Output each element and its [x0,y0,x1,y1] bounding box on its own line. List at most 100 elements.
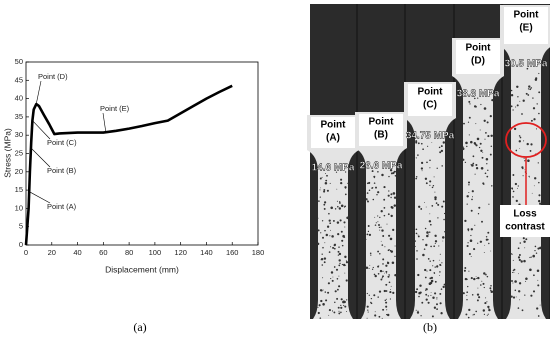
note-label: Loss [513,209,537,220]
x-tick-label: 20 [48,248,56,257]
speckle [333,243,337,246]
note-box [500,205,550,237]
speckle [514,280,517,283]
speckle [466,203,468,205]
speckle [317,306,319,308]
speckle [420,142,423,145]
speckle [369,252,372,255]
speckle [488,308,490,310]
speckle [475,277,477,279]
speckle [486,175,489,178]
speckle [485,132,487,134]
speckle [475,123,477,125]
speckle [371,187,374,189]
speckle [383,207,386,209]
speckle [374,274,377,278]
speckle [338,264,341,267]
speckle [438,245,440,247]
speckle [384,246,386,248]
speckle [317,217,319,219]
speckle [318,304,321,307]
speckle [521,309,524,312]
speckle [434,191,436,193]
speckle [346,299,348,301]
speckle [437,217,439,219]
speckle [345,261,349,264]
speckle [468,192,470,193]
speckle [389,275,391,276]
speckle [463,122,465,125]
speckle [417,234,419,236]
speckle [467,181,471,184]
speckle [479,142,482,145]
speckle [326,189,329,192]
speckle [370,254,372,256]
speckle [319,289,323,292]
speckle [344,305,347,308]
speckle [468,184,470,186]
speckle [392,172,395,175]
speckle [385,301,388,304]
speckle [381,229,384,232]
speckle [528,175,530,178]
speckle [429,277,432,280]
speckle [439,263,442,266]
speckle [431,315,434,318]
speckle [418,205,421,208]
speckle [432,259,435,262]
speckle [377,265,380,268]
speckle [484,138,486,140]
speckle [337,250,340,253]
speckle [435,235,437,237]
speckle [443,218,445,221]
speckle [385,270,388,273]
speckle [343,236,346,239]
speckle [511,188,514,190]
speckle [319,317,322,319]
speckle [390,288,392,290]
label-box [456,40,500,74]
speckle [524,247,526,249]
speckle [333,247,336,250]
speckle [338,259,341,262]
speckle [433,306,437,309]
speckle [378,315,381,318]
speckle [437,203,440,206]
speckle [379,253,381,255]
speckle [429,180,432,183]
speckle [319,177,322,180]
speckle [330,246,332,248]
speckle [332,276,334,278]
speckle [470,256,472,257]
speckle [517,96,519,98]
point-label: Point [321,120,347,131]
speckle [473,313,475,316]
speckle [471,196,474,198]
speckle [427,295,430,297]
x-tick-label: 140 [200,248,213,257]
speckle [325,299,328,302]
speckle [478,296,481,299]
speckle [510,295,513,298]
speckle [422,239,424,241]
speckle [467,285,469,288]
speckle [536,307,539,310]
speckle [518,282,522,285]
speckle [488,242,490,245]
speckle [390,196,392,199]
speckle [434,292,437,295]
speckle [485,297,487,299]
speckle [324,173,326,174]
speckle [483,272,486,275]
speckle [388,274,390,276]
speckle [530,294,533,297]
speckle [374,216,376,218]
speckle [463,146,464,148]
speckle [344,255,347,259]
speckle [481,280,483,282]
speckle [374,311,376,313]
speckle [470,228,474,231]
speckle [424,177,428,180]
speckle [530,143,533,146]
speckle [462,158,465,161]
